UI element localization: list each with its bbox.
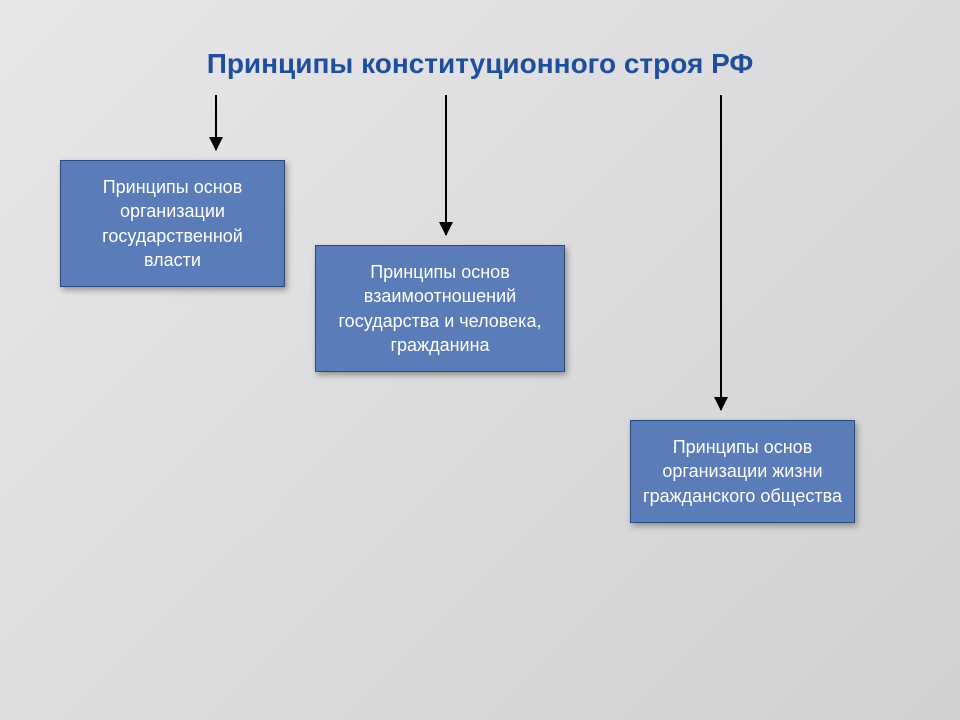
box-gov-power: Принципы основ организации государственн… [60, 160, 285, 287]
arrow-to-box1 [215, 95, 217, 150]
arrow-to-box3 [720, 95, 722, 410]
box-state-citizen: Принципы основ взаимоотношений государст… [315, 245, 565, 372]
arrow-to-box2 [445, 95, 447, 235]
box-civil-society: Принципы основ организации жизни граждан… [630, 420, 855, 523]
diagram-title: Принципы конституционного строя РФ [0, 48, 960, 80]
